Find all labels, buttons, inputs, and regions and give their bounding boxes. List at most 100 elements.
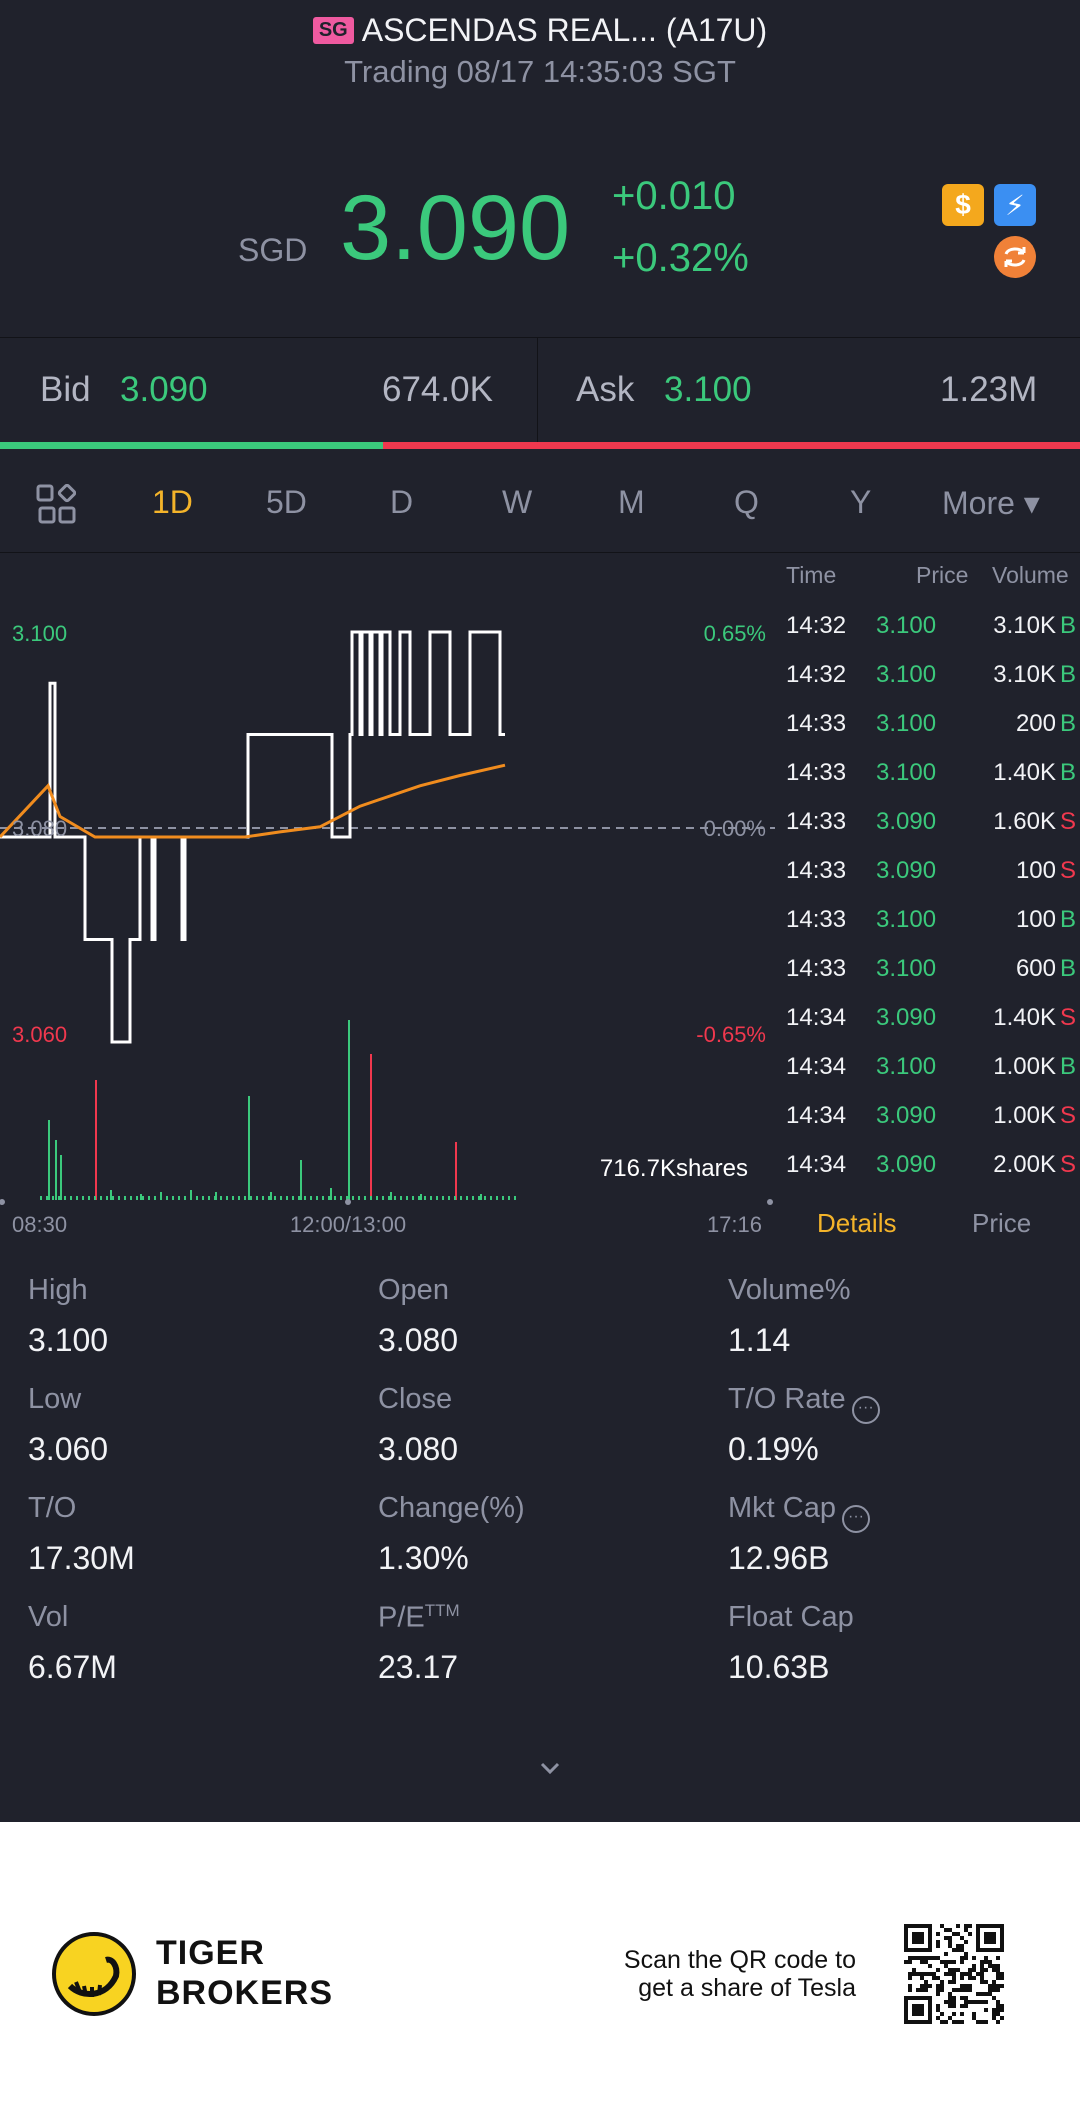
chevron-down-icon[interactable] [530,1758,570,1782]
trade-price: 3.090 [876,1102,937,1129]
trade-volume: 3.10K [993,612,1056,639]
volume-bar [300,1160,302,1200]
trade-side: B [1059,759,1076,786]
price-change: +0.010 [612,174,736,218]
intraday-chart[interactable]: 3.100 3.080 3.060 0.65% 0.00% -0.65% 716… [0,552,780,1232]
volume-bars [40,1020,516,1200]
volume-bar [420,1194,422,1200]
trade-time: 14:33 [786,857,847,884]
trade-side: B [1059,1053,1076,1080]
stat-value: 1.30% [378,1540,469,1576]
more-info-icon[interactable]: ··· [841,1505,870,1533]
divider [537,338,538,442]
volume-bar [455,1142,457,1200]
volume-bar [376,1196,378,1200]
tab-more[interactable]: More ▾ [942,485,1040,521]
trade-time: 14:34 [786,1151,847,1178]
more-info-icon[interactable]: ··· [851,1396,880,1424]
trade-time: 14:33 [786,808,847,835]
dollar-coin-icon[interactable]: $ [942,184,984,226]
stat-label: Open [378,1274,449,1307]
volume-bar [364,1196,366,1200]
volume-bar [124,1196,126,1200]
price-line [0,630,505,1044]
volume-bar [382,1196,384,1200]
pct-label-top: 0.65% [704,621,766,646]
volume-bar [118,1196,120,1200]
volume-bar [370,1054,372,1200]
ask-label: Ask [576,370,635,409]
tab-details[interactable]: Details [817,1208,897,1238]
trade-side: B [1059,661,1076,688]
tab-1d[interactable]: 1D [152,484,193,520]
trade-time: 14:32 [786,661,847,688]
volume-bar [274,1196,276,1200]
volume-bar [178,1196,180,1200]
stat-value: 3.060 [28,1431,109,1467]
tab-y[interactable]: Y [850,484,872,520]
last-price: 3.090 [340,177,571,279]
volume-bar [208,1196,210,1200]
stat-label-sup: TTM [424,1601,460,1620]
volume-bar [202,1196,204,1200]
stat-label: Close [378,1383,452,1416]
volume-bar [418,1196,420,1200]
y-label-mid: 3.080 [12,816,67,841]
stat-value: 0.19% [728,1431,819,1467]
volume-bar [190,1190,192,1200]
y-label-top: 3.100 [12,621,67,646]
trade-time: 14:33 [786,759,847,786]
volume-bar [480,1194,482,1200]
volume-bar [70,1196,72,1200]
stat-label: Float Cap [728,1601,854,1634]
lightning-icon[interactable]: ⚡ [994,184,1036,226]
volume-bar [484,1196,486,1200]
volume-bar [334,1196,336,1200]
trade-time: 14:33 [786,955,847,982]
trade-price: 3.090 [876,1004,937,1031]
qr-code-icon [904,1924,1004,2024]
volume-bar [94,1196,96,1200]
trade-volume: 1.60K [993,808,1056,835]
tab-m[interactable]: M [618,484,645,520]
volume-bar [286,1196,288,1200]
trade-price: 3.090 [876,808,937,835]
trade-price: 3.100 [876,906,937,933]
tab-d[interactable]: D [390,484,414,520]
stat-label-text: T/O Rate [728,1383,846,1415]
stat-label[interactable]: Mkt Cap ··· [728,1492,870,1533]
trade-time: 14:33 [786,906,847,933]
trade-volume: 100 [1015,906,1056,933]
stat-value: 3.080 [378,1431,459,1467]
axis-dot [345,1199,351,1205]
stat-label-text: Volume% [728,1274,851,1306]
tab-q[interactable]: Q [734,484,759,520]
stat-value: 12.96B [728,1540,830,1576]
volume-bar [154,1196,156,1200]
volume-bar [190,1196,192,1200]
tiger-logo-icon [52,1932,136,2016]
volume-bar [88,1196,90,1200]
tab-w[interactable]: W [502,484,533,520]
volume-bar [100,1196,102,1200]
trade-volume: 1.00K [993,1053,1056,1080]
volume-bar [196,1196,198,1200]
swap-icon[interactable] [994,236,1036,278]
trade-price: 3.100 [876,955,937,982]
stat-label: P/ETTM [378,1601,460,1635]
layout-grid-icon[interactable] [36,484,76,524]
volume-bar [40,1196,42,1200]
trading-status: Trading 08/17 14:35:03 SGT [344,54,736,89]
trades-header-time: Time [786,562,837,588]
tab-price[interactable]: Price [972,1208,1032,1238]
stock-name: ASCENDAS REAL... (A17U) [361,12,768,48]
volume-bar [330,1188,332,1200]
volume-bar [130,1196,132,1200]
stat-value: 6.67M [28,1649,117,1685]
stat-label: Vol [28,1601,68,1634]
tab-5d[interactable]: 5D [266,484,307,520]
stat-value: 1.14 [728,1322,791,1358]
stat-label[interactable]: T/O Rate ··· [728,1383,880,1424]
volume-bar [348,1020,350,1200]
volume-bar [424,1196,426,1200]
